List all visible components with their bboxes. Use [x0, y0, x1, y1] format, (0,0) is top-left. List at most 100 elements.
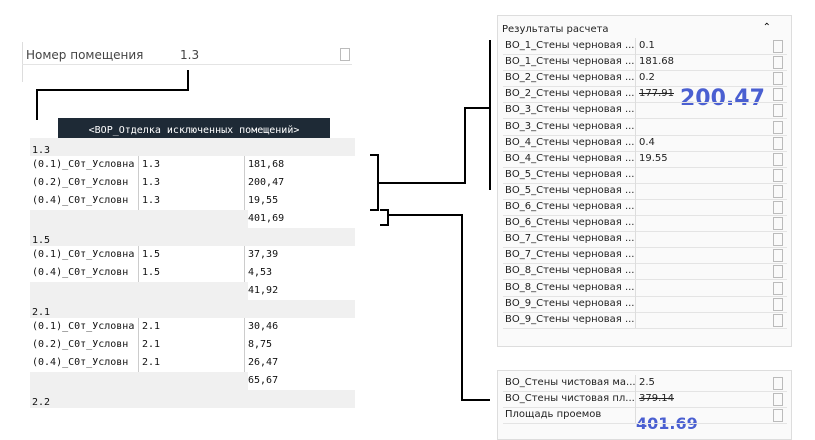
property-name: ВО_9_Стены черновая ... — [505, 297, 635, 309]
property-name: ВО_7_Стены черновая ... — [505, 233, 635, 245]
divider — [244, 156, 245, 174]
divider — [244, 336, 245, 354]
property-row: ВО_6_Стены черновая ... — [503, 199, 787, 216]
checkbox[interactable] — [773, 184, 783, 198]
element-name: (0.2)_С0т_Условн — [32, 177, 129, 188]
divider — [138, 246, 139, 264]
divider — [138, 192, 139, 210]
property-value: 1.3 — [180, 48, 200, 62]
property-row: ВО_7_Стены черновая ... — [503, 247, 787, 265]
property-row: ВО_9_Стены черновая ... — [503, 295, 787, 313]
checkbox[interactable] — [773, 136, 783, 150]
property-row: ВО_2_Стены черновая ... 177.91 — [503, 86, 787, 104]
property-row: Площадь проемов — [503, 407, 787, 425]
property-value: 379.14 — [639, 393, 674, 405]
schedule-row: (0.4)_С0т_Условн 2.1 26,47 — [30, 354, 355, 372]
property-row: ВО_5_Стены черновая ... — [503, 182, 787, 200]
property-row: ВО_4_Стены черновая ... 19.55 — [503, 150, 787, 168]
checkbox[interactable] — [773, 393, 783, 407]
room-number: 1.3 — [142, 159, 161, 170]
area-value: 181,68 — [248, 159, 285, 170]
checkbox[interactable] — [773, 377, 783, 390]
property-name: ВО_5_Стены черновая ... — [505, 184, 635, 196]
property-name: ВО_8_Стены черновая ... — [505, 281, 635, 293]
property-name: ВО_4_Стены черновая ... — [505, 136, 635, 148]
checkbox[interactable] — [773, 72, 783, 86]
element-name: (0.2)_С0т_Условн — [32, 339, 129, 350]
checkbox[interactable] — [773, 313, 783, 327]
divider — [635, 102, 636, 119]
divider — [635, 54, 636, 71]
checkbox[interactable] — [340, 48, 350, 61]
property-value: 2.5 — [639, 377, 655, 388]
checkbox[interactable] — [773, 120, 783, 134]
checkbox[interactable] — [773, 297, 783, 311]
property-name: Площадь проемов — [505, 409, 602, 421]
element-name: (0.1)_С0т_Условна — [32, 159, 135, 170]
divider — [635, 247, 636, 264]
checkbox[interactable] — [773, 217, 783, 231]
property-name: ВО_9_Стены черновая ... — [505, 313, 635, 325]
room-number: 2.1 — [142, 357, 161, 368]
property-row: ВО_8_Стены черновая ... — [503, 279, 787, 297]
checkbox[interactable] — [773, 249, 783, 263]
divider — [635, 38, 636, 54]
property-row: ВО_6_Стены черновая ... — [503, 215, 787, 233]
property-name: ВО_5_Стены черновая ... — [505, 168, 635, 180]
room-number: 1.3 — [142, 195, 161, 206]
group-label: 2.2 — [32, 397, 51, 408]
property-row: ВО_4_Стены черновая ... 0.4 — [503, 134, 787, 152]
room-number: 1.3 — [142, 177, 161, 188]
property-value: 0.4 — [639, 136, 655, 148]
property-row: Номер помещения 1.3 — [22, 46, 352, 65]
collapse-icon[interactable]: ⌃ — [762, 22, 771, 33]
schedule-row: 41,92 — [30, 282, 355, 300]
property-name: ВО_1_Стены черновая ... — [505, 40, 635, 51]
group-label: 1.3 — [32, 145, 51, 156]
property-name: ВО_6_Стены черновая ... — [505, 217, 635, 229]
divider — [635, 407, 636, 424]
property-panel — [22, 42, 353, 82]
checkbox[interactable] — [773, 409, 783, 423]
checkbox[interactable] — [773, 88, 783, 102]
property-row: ВО_Стены чистовая ма... 2.5 — [503, 375, 787, 392]
checkbox[interactable] — [773, 40, 783, 53]
checkbox[interactable] — [773, 152, 783, 166]
divider — [635, 231, 636, 248]
divider — [635, 375, 636, 391]
total-value: 401,69 — [248, 210, 355, 228]
area-value: 19,55 — [248, 195, 279, 206]
property-row: ВО_5_Стены черновая ... — [503, 166, 787, 184]
divider — [635, 279, 636, 296]
checkbox[interactable] — [773, 56, 783, 70]
divider — [244, 174, 245, 192]
divider — [635, 134, 636, 151]
divider — [244, 246, 245, 264]
property-row: ВО_3_Стены черновая ... — [503, 118, 787, 136]
property-row: ВО_1_Стены черновая ... 181.68 — [503, 54, 787, 72]
property-name: ВО_2_Стены черновая ... — [505, 88, 635, 100]
handwritten-note: 200.47 — [680, 86, 765, 111]
schedule-row: (0.4)_С0т_Условн 1.5 4,53 — [30, 264, 355, 282]
property-name: ВО_Стены чистовая пл... — [505, 393, 635, 405]
schedule-row: 401,69 — [30, 210, 355, 228]
area-value: 4,53 — [248, 267, 273, 278]
checkbox[interactable] — [773, 281, 783, 295]
divider — [244, 354, 245, 372]
element-name: (0.4)_С0т_Условн — [32, 357, 129, 368]
checkbox[interactable] — [773, 168, 783, 182]
checkbox[interactable] — [773, 201, 783, 214]
element-name: (0.1)_С0т_Условна — [32, 249, 135, 260]
schedule-row: (0.1)_С0т_Условна 1.5 37,39 — [30, 246, 355, 264]
checkbox[interactable] — [773, 233, 783, 247]
divider — [635, 391, 636, 408]
divider — [138, 336, 139, 354]
property-name: ВО_7_Стены черновая ... — [505, 249, 635, 261]
checkbox[interactable] — [773, 104, 783, 118]
schedule-row: 1.5 — [30, 228, 355, 246]
total-value: 65,67 — [248, 372, 355, 390]
checkbox[interactable] — [773, 265, 783, 279]
schedule-row: 2.1 — [30, 300, 355, 318]
schedule-row: (0.4)_С0т_Условн 1.3 19,55 — [30, 192, 355, 210]
